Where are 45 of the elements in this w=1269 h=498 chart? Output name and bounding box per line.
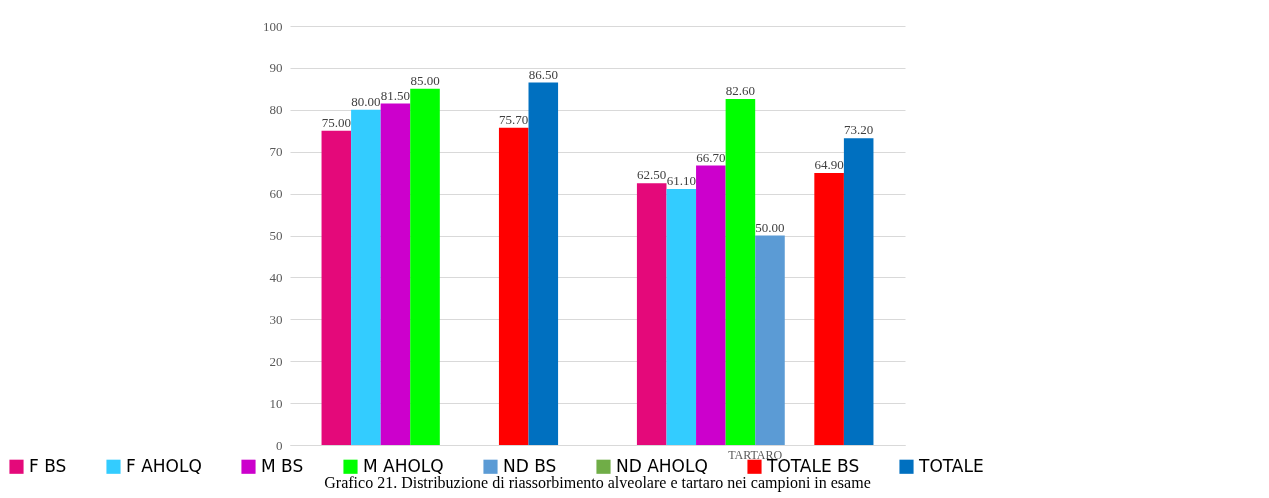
data-label: 75.00 [321, 114, 351, 130]
y-tick-label: 80 [269, 102, 283, 118]
legend-label: M BS [261, 455, 304, 476]
legend-label: F AHOLQ [126, 455, 202, 476]
bar [528, 82, 559, 445]
y-tick-label: 50 [269, 228, 283, 243]
data-label: 61.10 [666, 172, 696, 188]
bar [666, 188, 697, 445]
data-label: 85.00 [410, 72, 440, 88]
bar [410, 88, 440, 445]
bar [725, 98, 756, 445]
data-label: 81.50 [380, 87, 411, 103]
bar [636, 183, 667, 445]
legend-label: TOTALE [918, 455, 984, 476]
y-tick-label: 40 [269, 269, 283, 285]
bar [321, 130, 352, 445]
legend-label: ND BS [503, 455, 557, 476]
bar [380, 103, 411, 445]
data-label: 62.50 [637, 167, 667, 183]
data-label: 86.50 [528, 66, 558, 82]
bar [814, 173, 844, 445]
data-label: 75.70 [499, 111, 529, 127]
data-label: 50.00 [755, 219, 785, 235]
y-tick-label: 100 [263, 18, 283, 34]
data-label: 82.60 [725, 82, 756, 98]
text: Grafico 21. Distribuzione di riassorbimento alveolare e tartaro nei campioni in esame [324, 474, 871, 492]
y-tick-label: 60 [269, 186, 283, 202]
data-label: 64.90 [814, 157, 844, 173]
bar [351, 109, 381, 445]
y-tick-label: 30 [269, 311, 283, 327]
bar [755, 235, 785, 445]
data-label: 73.20 [844, 122, 874, 138]
y-tick-label: 70 [269, 144, 283, 160]
bar [498, 127, 529, 445]
y-tick-label: 0 [276, 437, 283, 453]
data-label: 66.70 [696, 149, 726, 165]
legend-label: F BS [29, 455, 67, 476]
y-tick-label: 20 [269, 353, 283, 369]
bar [843, 138, 874, 445]
data-label: 80.00 [351, 93, 381, 109]
y-tick-label: 90 [269, 60, 283, 76]
y-tick-label: 10 [269, 395, 283, 411]
legend-label: M AHOLQ [363, 455, 444, 476]
bar [696, 165, 726, 445]
legend-label: ND AHOLQ [616, 455, 708, 476]
